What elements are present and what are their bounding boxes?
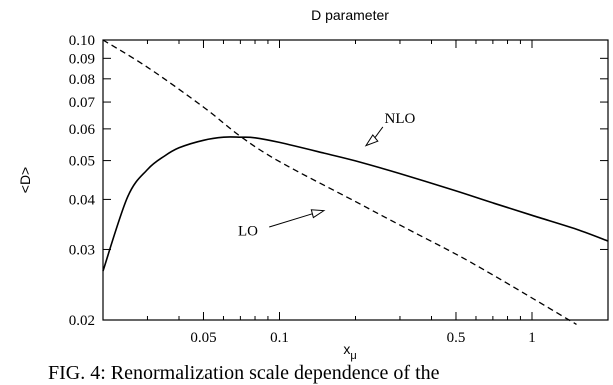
chart-title: D parameter	[311, 7, 389, 23]
x-tick-label: 0.1	[270, 330, 289, 346]
annotation-arrow-shaft	[269, 212, 315, 228]
y-tick-label: 0.09	[69, 51, 95, 67]
y-tick-label: 0.10	[69, 33, 95, 49]
axis-ticks	[102, 39, 609, 321]
x-axis-label-main: x	[343, 341, 350, 357]
x-tick-label: 0.05	[190, 330, 216, 346]
plot-frame	[102, 39, 609, 321]
y-tick-label: 0.07	[69, 95, 96, 111]
y-tick-label: 0.02	[69, 313, 95, 329]
y-tick-label: 0.05	[69, 154, 95, 170]
annotation-lo: LO	[238, 224, 258, 240]
series-line-nlo	[102, 136, 609, 272]
y-tick-label: 0.08	[69, 72, 95, 88]
y-tick-label: 0.03	[69, 242, 95, 258]
x-tick-label: 0.5	[447, 330, 466, 346]
figure-caption: FIG. 4: Renormalization scale dependence…	[48, 362, 440, 384]
chart: D parameter 0.02 0.03 0.04 0.05 0.06 0.07 0.08…	[17, 7, 609, 362]
y-tick-label: 0.04	[69, 192, 96, 208]
annotations: NLO LO	[238, 111, 416, 239]
x-axis-label-sub: μ	[350, 350, 356, 362]
x-axis-label: xμ	[343, 341, 356, 362]
x-tick-label: 1	[528, 330, 536, 346]
tick-labels: 0.02 0.03 0.04 0.05 0.06 0.07 0.08 0.09 0.10 0.05…	[69, 33, 536, 346]
y-axis-label: <D>	[17, 167, 33, 193]
annotation-arrow-head	[310, 209, 326, 219]
annotation-nlo: NLO	[385, 111, 416, 127]
y-tick-label: 0.06	[69, 122, 96, 138]
series-lines	[102, 39, 609, 325]
series-line-lo	[102, 39, 577, 325]
annotation-arrow-head	[364, 134, 379, 147]
